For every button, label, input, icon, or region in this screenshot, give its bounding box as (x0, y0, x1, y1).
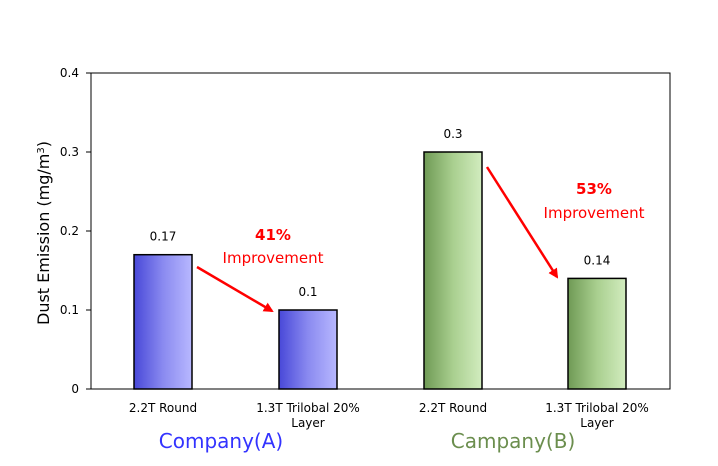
x-tick-label-line2: Layer (291, 416, 325, 430)
y-axis-ticks: 0 0.1 0.2 0.3 0.4 (60, 66, 91, 396)
bar-value-label: 0.3 (443, 127, 462, 141)
bar-value-label: 0.17 (150, 230, 177, 244)
x-tick-label: 2.2T Round (419, 401, 487, 415)
improvement-arrow (197, 267, 272, 311)
bar (568, 278, 626, 389)
improvement-text: Improvement (223, 249, 324, 267)
improvement-percent: 41% (255, 226, 291, 244)
y-tick-label: 0.2 (60, 224, 79, 238)
bar-value-label: 0.1 (298, 285, 317, 299)
x-tick-label: 1.3T Trilobal 20% (545, 401, 649, 415)
company-labels: Company(A) Campany(B) (159, 429, 575, 453)
x-tick-label: 2.2T Round (129, 401, 197, 415)
company-label: Campany(B) (451, 429, 576, 453)
y-axis-label: Dust Emission (mg/m3) (34, 141, 53, 325)
bar-value-label: 0.14 (584, 253, 611, 267)
bar (134, 255, 192, 389)
x-tick-label: 1.3T Trilobal 20% (256, 401, 360, 415)
improvement-text: Improvement (544, 204, 645, 222)
y-tick-label: 0.1 (60, 303, 79, 317)
improvement-arrow (487, 167, 557, 277)
bar (424, 152, 482, 389)
company-label: Company(A) (159, 429, 283, 453)
x-tick-label-line2: Layer (580, 416, 614, 430)
y-tick-label: 0.4 (60, 66, 79, 80)
bars-group: 0.17 0.1 0.3 0.14 (134, 127, 626, 389)
improvement-percent: 53% (576, 180, 612, 198)
bar (279, 310, 337, 389)
y-tick-label: 0.3 (60, 145, 79, 159)
y-tick-label: 0 (71, 382, 79, 396)
